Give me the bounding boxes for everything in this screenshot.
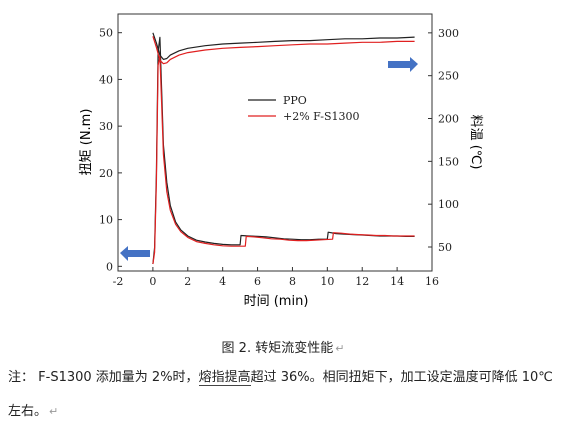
x-axis: -2 0 2 4 6 8 10 12 14 16 <box>113 267 439 288</box>
x-tick-label-8: 14 <box>390 275 404 288</box>
y-tick-label-2: 20 <box>99 167 113 180</box>
paragraph-mark: ↵ <box>335 342 345 355</box>
y-tick-label-1: 10 <box>99 214 113 227</box>
note-paragraph: 注： F-S1300 添加量为 2%时，熔指提高超过 36%。相同扭矩下，加工设… <box>8 370 553 386</box>
legend-label-1: +2% F-S1300 <box>283 110 360 123</box>
series-line-temperature-3 <box>152 36 415 65</box>
series-group <box>152 32 415 265</box>
x-tick-label-1: 0 <box>149 275 156 288</box>
x-tick-label-2: 2 <box>184 275 191 288</box>
y2-tick-label-4: 250 <box>438 70 459 83</box>
x-tick-label-9: 16 <box>425 275 439 288</box>
note-text-part1: F-S1300 添加量为 2%时， <box>38 370 199 385</box>
series-line-temperature-2 <box>152 32 415 61</box>
x-tick-label-4: 6 <box>254 275 261 288</box>
figure-caption: 图 2. 转矩流变性能 ↵ <box>0 337 566 356</box>
caption-text: 图 2. 转矩流变性能 <box>221 341 334 356</box>
paragraph-mark-2: ↵ <box>49 405 59 418</box>
arrows <box>120 57 418 261</box>
y-tick-label-4: 40 <box>99 73 113 86</box>
note-text-underlined: 熔指提高 <box>198 370 251 386</box>
arrow-right-icon <box>388 57 418 72</box>
y2-tick-label-3: 200 <box>438 113 459 126</box>
y-axis-left: 0 10 20 30 40 50 <box>99 27 122 273</box>
y-tick-label-5: 50 <box>99 27 113 40</box>
y2-tick-label-0: 50 <box>438 241 452 254</box>
y-axis-right: 50 100 150 200 250 300 <box>428 27 459 254</box>
y-tick-label-0: 0 <box>106 260 113 273</box>
y-tick-label-3: 30 <box>99 120 113 133</box>
y-axis-label: 扭矩 (N.m) <box>79 109 94 176</box>
series-line-torque-1 <box>152 55 415 265</box>
note-text-part2: 超过 36%。相同扭矩下，加工设定温度可降低 10℃ <box>250 370 553 385</box>
y2-tick-label-1: 100 <box>438 198 459 211</box>
y2-axis-label: 料温 (℃) <box>468 115 483 170</box>
x-tick-label-6: 10 <box>320 275 334 288</box>
x-tick-label-0: -2 <box>113 275 124 288</box>
legend-label-0: PPO <box>283 94 307 107</box>
x-tick-label-7: 12 <box>355 275 369 288</box>
arrow-left-icon <box>120 246 150 261</box>
note-label: 注： <box>8 370 35 385</box>
note-text-line2: 左右。 <box>8 404 48 419</box>
note-paragraph-line2: 左右。 ↵ <box>8 404 58 420</box>
plot-frame <box>117 13 433 272</box>
x-tick-label-3: 4 <box>219 275 226 288</box>
x-tick-label-5: 8 <box>289 275 296 288</box>
x-axis-label: 时间 (min) <box>244 294 309 309</box>
series-line-torque-0 <box>152 36 415 265</box>
y2-tick-label-5: 300 <box>438 27 459 40</box>
legend: PPO +2% F-S1300 <box>248 94 360 123</box>
y2-tick-label-2: 150 <box>438 155 459 168</box>
